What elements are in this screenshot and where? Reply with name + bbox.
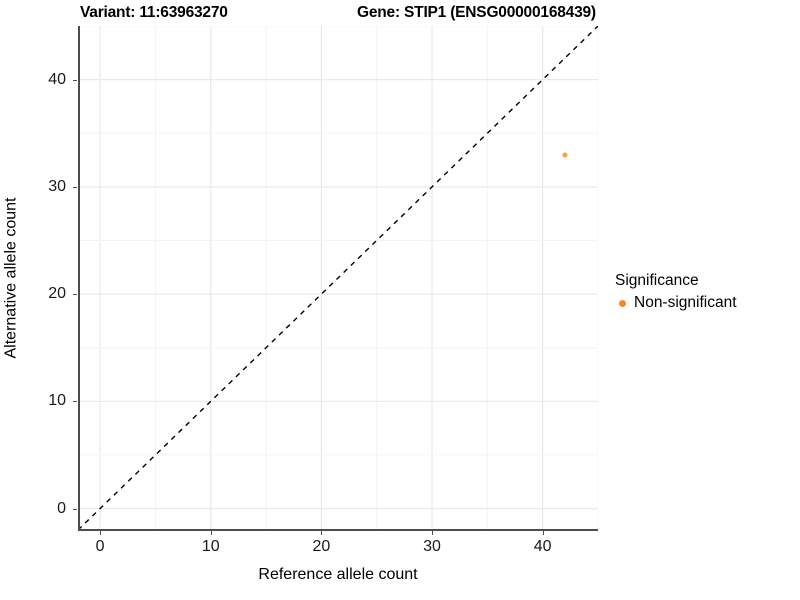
- x-tick-mark: [210, 531, 212, 535]
- x-tick-label: 40: [533, 538, 552, 555]
- legend-item-label: Non-significant: [634, 294, 737, 311]
- y-tick-label: 40: [48, 70, 66, 88]
- legend-entries: Non-significant: [615, 292, 737, 314]
- y-tick-label: 20: [48, 285, 66, 303]
- y-tick-mark: [73, 79, 77, 81]
- y-axis-title-text: Alternative allele count: [2, 197, 20, 359]
- y-tick-mark: [73, 401, 77, 403]
- x-axis-line: [78, 529, 598, 531]
- y-tick-label: 10: [48, 392, 66, 410]
- x-tick-mark: [432, 531, 434, 535]
- y-axis-line: [78, 26, 80, 530]
- gene-title: Gene: STIP1 (ENSG00000168439): [357, 4, 596, 21]
- legend: Significance Non-significant: [615, 272, 737, 314]
- y-tick-label: 30: [48, 177, 66, 195]
- x-tick-label: 30: [423, 538, 441, 555]
- reference-line-layer: [78, 26, 598, 530]
- x-tick-label: 10: [201, 538, 220, 555]
- x-tick-label: 0: [95, 538, 105, 555]
- x-axis-title: Reference allele count: [258, 566, 418, 583]
- y-axis-title: Alternative allele count: [0, 26, 22, 530]
- legend-item[interactable]: Non-significant: [615, 292, 737, 314]
- x-tick-mark: [100, 531, 102, 535]
- data-point[interactable]: [562, 152, 568, 158]
- reference-line: [78, 26, 598, 530]
- x-tick-label: 20: [312, 538, 331, 555]
- y-tick-mark: [73, 294, 77, 296]
- y-tick-mark: [73, 186, 77, 188]
- gridlines: [78, 26, 598, 530]
- x-tick-mark: [542, 531, 544, 535]
- x-tick-mark: [321, 531, 323, 535]
- legend-circle-icon: [615, 296, 629, 310]
- legend-title: Significance: [615, 272, 699, 289]
- plot-panel: [78, 26, 598, 530]
- y-tick-label: 0: [57, 499, 66, 517]
- y-tick-mark: [73, 508, 77, 510]
- variant-title: Variant: 11:63963270: [80, 4, 228, 21]
